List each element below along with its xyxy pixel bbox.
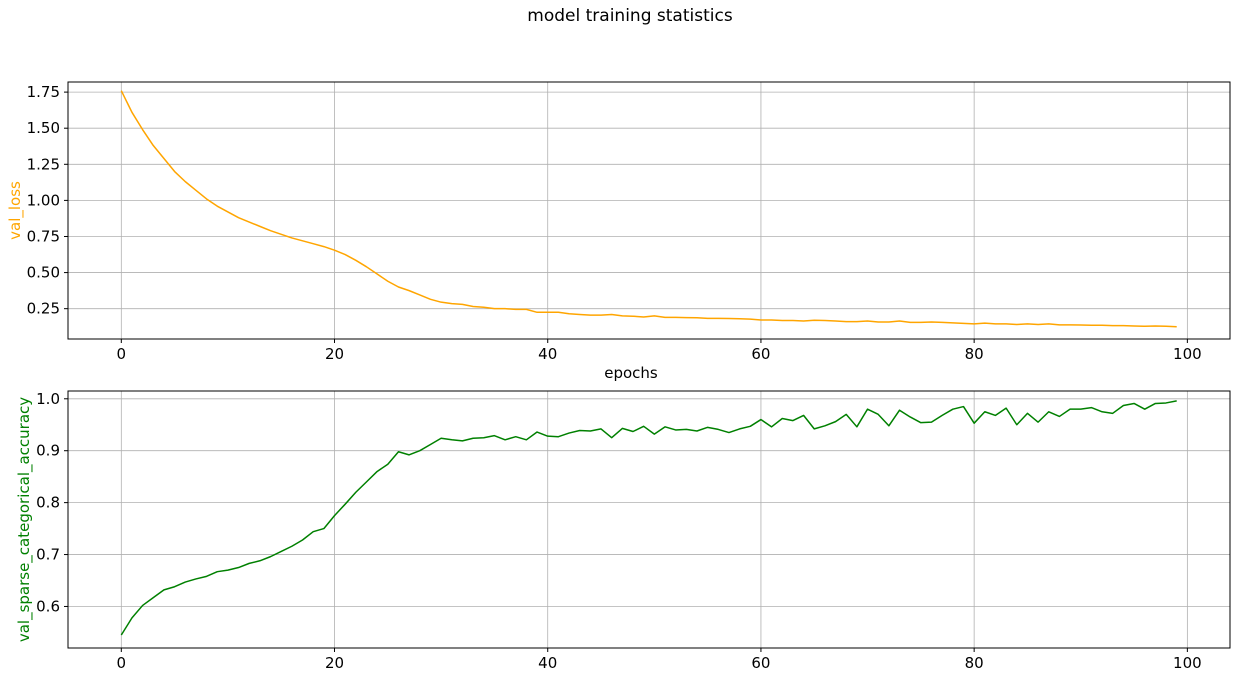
y-tick-label: 1.75	[27, 83, 60, 101]
chart-panel-1: 0 20 40 60 80 100 0.25 0.50 0.75 1.00 1.25 1.50 1.75…	[6, 81, 1231, 382]
x-tick-label: 40	[538, 345, 557, 363]
x-axis-label: epochs	[604, 364, 658, 382]
x-tick-label: 100	[1173, 654, 1202, 672]
y-tick-label: 0.7	[36, 546, 60, 564]
x-tick-label: 40	[538, 654, 557, 672]
y-tick-label: 0.75	[27, 227, 60, 245]
x-tick-label: 80	[965, 345, 984, 363]
axes-frame	[67, 390, 1231, 649]
x-tick-label: 0	[117, 345, 127, 363]
x-tick-label: 80	[965, 654, 984, 672]
series-line-1-1	[120, 90, 1177, 328]
series-line-2-1	[120, 400, 1177, 636]
x-tick-label: 60	[751, 345, 770, 363]
y-tick-label: 1.0	[36, 390, 60, 408]
y-tick-label: 0.6	[36, 597, 60, 615]
y-tick-label: 0.9	[36, 442, 60, 460]
y-tick-label: 0.25	[27, 300, 60, 318]
x-tick-label: 20	[325, 654, 344, 672]
y-tick-label: 1.50	[27, 119, 60, 137]
x-tick-label: 100	[1173, 345, 1202, 363]
y-tick-label: 1.25	[27, 155, 60, 173]
y-tick-label: 0.8	[36, 494, 60, 512]
x-tick-label: 0	[117, 654, 127, 672]
y-axis-label: val_loss	[6, 181, 25, 240]
axes-frame	[67, 81, 1231, 340]
x-tick-label: 60	[751, 654, 770, 672]
chart-panel-2: 0 20 40 60 80 100 0.6 0.7 0.8 0.9 1.0val_sparse_ca…	[15, 390, 1231, 672]
figure-suptitle: model training statistics	[527, 6, 733, 26]
y-tick-label: 1.00	[27, 191, 60, 209]
y-tick-label: 0.50	[27, 264, 60, 282]
x-tick-label: 20	[325, 345, 344, 363]
y-axis-label: val_sparse_categorical_accuracy	[15, 397, 34, 642]
